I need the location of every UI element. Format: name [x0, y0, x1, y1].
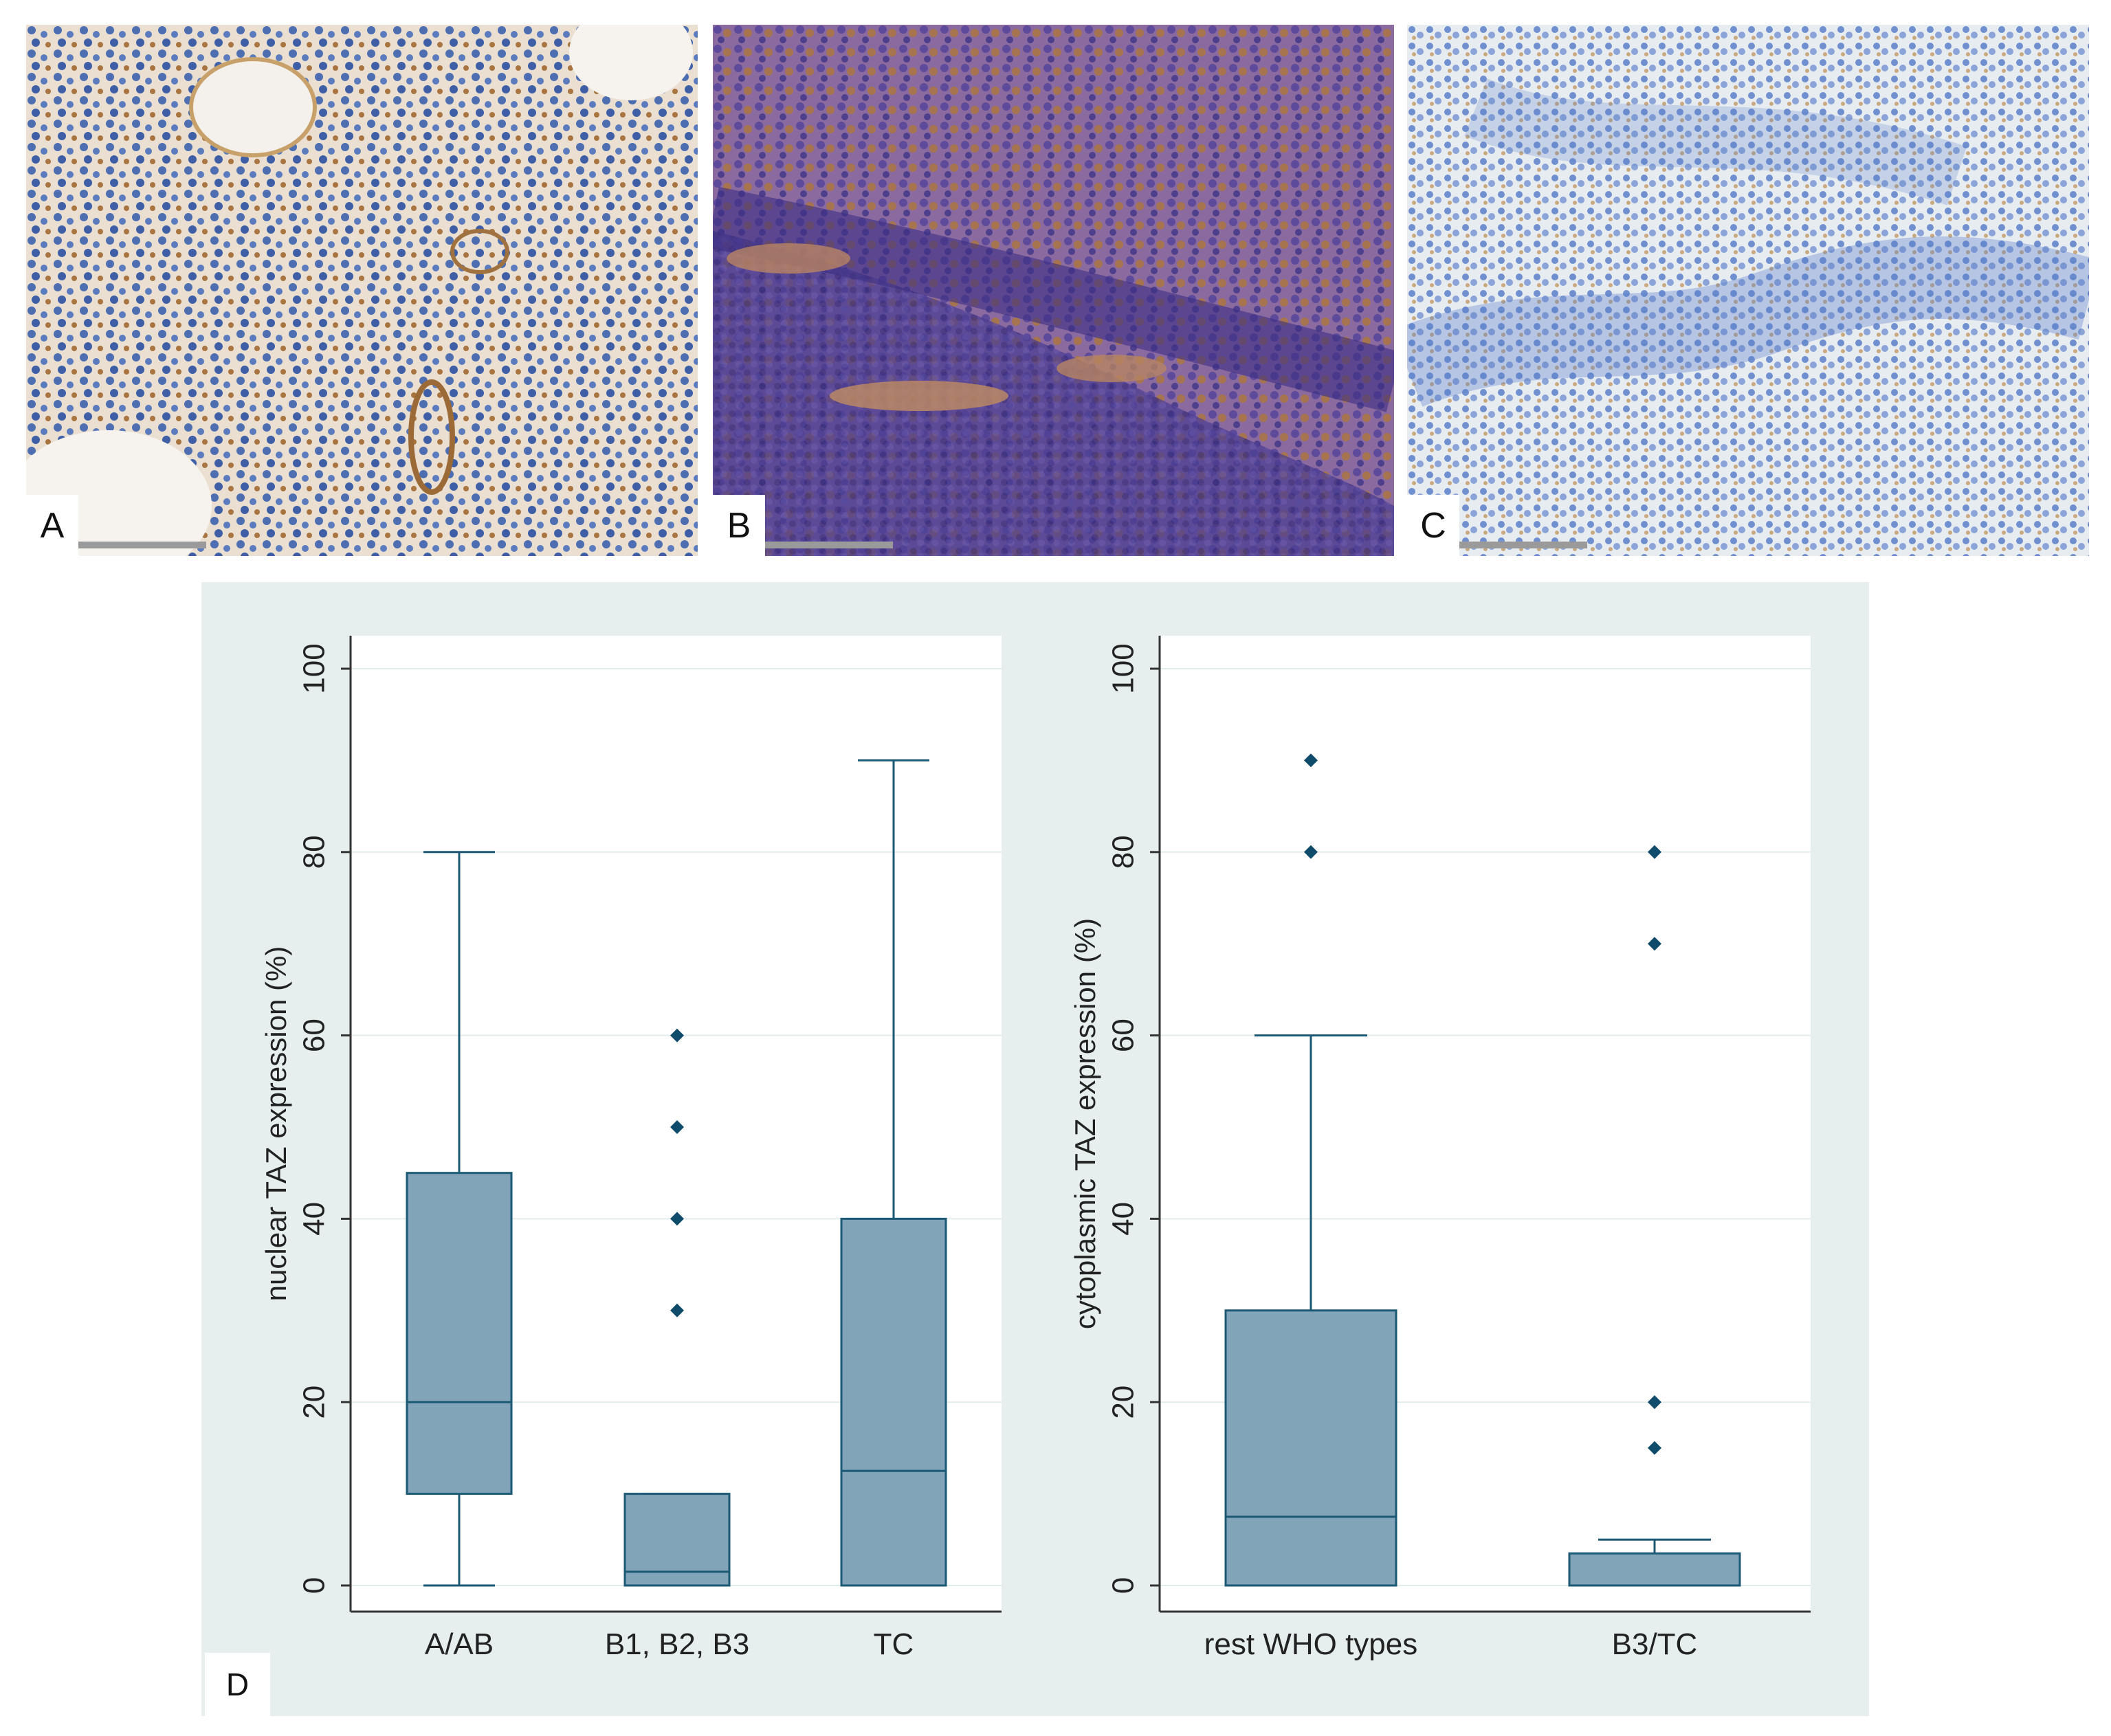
- outlier-point: [1304, 845, 1318, 859]
- box-rest-who-types: [1224, 753, 1397, 1587]
- micrograph-panel-c: [1407, 25, 2089, 556]
- y-tick-label: 40: [1107, 1202, 1140, 1236]
- y-tick-label: 100: [298, 643, 331, 693]
- outlier-point: [1648, 845, 1661, 859]
- iqr-box: [1224, 1309, 1397, 1587]
- x-category-label: B3/TC: [1612, 1627, 1698, 1661]
- micrograph-a-image: [26, 25, 698, 556]
- outlier-point: [1648, 937, 1661, 951]
- outlier-point: [670, 1120, 684, 1134]
- micrograph-b-image: [713, 25, 1394, 556]
- y-tick-label: 100: [1107, 643, 1140, 693]
- y-tick-label: 80: [298, 835, 331, 869]
- panel-label-a: A: [26, 495, 78, 556]
- box-b3-tc: [1568, 845, 1741, 1587]
- x-category-label: rest WHO types: [1204, 1627, 1418, 1661]
- outlier-point: [1648, 1440, 1661, 1455]
- micrograph-c-image: [1407, 25, 2089, 556]
- outlier-point: [1648, 1395, 1661, 1410]
- box-b1-b2-b3: [623, 1028, 731, 1587]
- y-tick-label: 20: [298, 1386, 331, 1419]
- iqr-box: [840, 1217, 947, 1587]
- outlier-point: [670, 1212, 684, 1226]
- y-tick-label: 20: [1107, 1386, 1140, 1419]
- micrograph-panel-a: [26, 25, 698, 556]
- outlier-point: [670, 1028, 684, 1043]
- outlier-point: [670, 1303, 684, 1317]
- x-category-label: B1, B2, B3: [605, 1627, 749, 1661]
- iqr-box: [406, 1172, 513, 1495]
- iqr-box: [623, 1493, 731, 1587]
- panel-label-c: C: [1407, 495, 1459, 556]
- panel-label-b: B: [713, 495, 765, 556]
- y-tick-label: 60: [1107, 1019, 1140, 1052]
- y-tick-label: 60: [298, 1019, 331, 1052]
- y-tick-label: 0: [1107, 1577, 1140, 1594]
- x-category-label: TC: [874, 1627, 914, 1661]
- y-axis-title: cytoplasmic TAZ expression (%): [1069, 918, 1101, 1329]
- x-category-label: A/AB: [425, 1627, 494, 1661]
- iqr-box: [1568, 1552, 1741, 1587]
- box-tc: [840, 759, 947, 1587]
- y-axis-title: nuclear TAZ expression (%): [260, 946, 292, 1302]
- y-tick-label: 40: [298, 1202, 331, 1236]
- box-a-ab: [406, 851, 513, 1587]
- y-tick-label: 80: [1107, 835, 1140, 869]
- y-tick-label: 0: [298, 1577, 331, 1594]
- outlier-point: [1304, 753, 1318, 768]
- micrograph-panel-b: [713, 25, 1394, 556]
- panel-label-d: D: [205, 1653, 270, 1716]
